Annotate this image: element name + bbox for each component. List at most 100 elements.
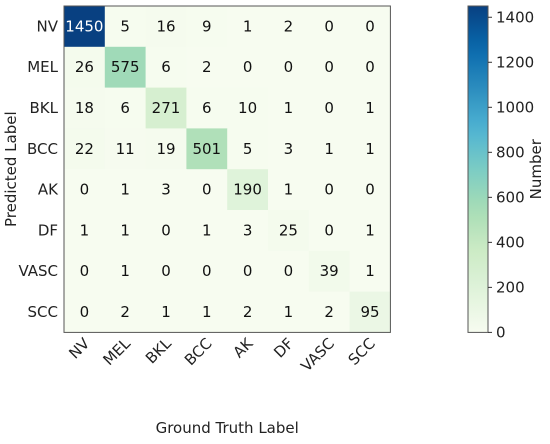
heatmap-cell	[268, 210, 310, 252]
heatmap-cell	[349, 169, 391, 211]
x-axis-title: Ground Truth Label	[156, 419, 299, 437]
heatmap-cell	[308, 46, 351, 89]
heatmap-cell	[349, 250, 391, 293]
heatmap-cell	[145, 250, 187, 293]
cell-value-label: 22	[75, 140, 94, 158]
heatmap-cell	[104, 6, 147, 48]
heatmap-cell	[64, 128, 106, 170]
cell-value-label: 190	[233, 181, 262, 199]
cell-value-label: 1	[284, 99, 294, 117]
cell-value-label: 1	[202, 303, 212, 321]
cell-value-label: 1	[161, 303, 171, 321]
cell-value-label: 0	[365, 17, 375, 35]
heatmap-cell	[308, 169, 351, 211]
heatmap-cell	[104, 291, 147, 333]
cell-value-label: 16	[156, 17, 175, 35]
x-tick-label: SCC	[345, 335, 379, 369]
heatmap-cell	[227, 291, 269, 333]
cell-value-label: 0	[202, 181, 212, 199]
heatmap-cell	[186, 46, 228, 89]
heatmap-cell	[308, 250, 351, 293]
y-tick-label: SCC	[28, 303, 58, 321]
cell-value-label: 95	[360, 303, 379, 321]
heatmap-cell	[268, 46, 310, 89]
heatmap-cell	[268, 291, 310, 333]
heatmap-cell	[268, 250, 310, 293]
heatmap-cell	[349, 291, 391, 333]
cell-value-label: 26	[75, 58, 94, 76]
cell-value-label: 9	[202, 17, 212, 35]
heatmap-cell	[186, 6, 228, 48]
cell-value-label: 0	[365, 58, 375, 76]
cell-value-label: 2	[284, 17, 294, 35]
y-tick-label: DF	[38, 221, 58, 239]
heatmap-cell	[349, 6, 391, 48]
heatmap-cell	[64, 250, 106, 293]
heatmap-cell	[104, 169, 147, 211]
cell-value-label: 3	[161, 181, 171, 199]
cell-value-label: 1	[120, 262, 130, 280]
cell-value-label: 2	[243, 303, 253, 321]
cell-value-label: 0	[80, 262, 90, 280]
cell-value-label: 1	[365, 99, 375, 117]
cell-value-label: 10	[238, 99, 257, 117]
cell-value-label: 6	[161, 58, 171, 76]
cell-value-label: 0	[80, 303, 90, 321]
heatmap-cell	[308, 128, 351, 170]
cell-value-label: 271	[152, 99, 181, 117]
heatmap-cell	[186, 291, 228, 333]
y-tick-label: AK	[38, 181, 59, 199]
cell-value-label: 39	[320, 262, 339, 280]
cell-value-label: 3	[243, 221, 253, 239]
heatmap-cell	[145, 46, 187, 89]
heatmap-cell	[104, 128, 147, 170]
x-tick-label: BKL	[142, 334, 175, 367]
heatmap-value-labels: 1450 5 16 9 1 2 0 026 575 6 2 0 0 0 018 6 271 6 10 1 0 122 11 1…	[65, 17, 379, 321]
y-tick-label: MEL	[27, 58, 58, 76]
y-tick-labels: NV MEL BKL BCC AK DF VASC SCC	[18, 17, 59, 321]
colorbar-title: Number	[527, 138, 545, 199]
x-tick-label: DF	[270, 335, 297, 362]
heatmap-cell	[349, 46, 391, 89]
cell-value-label: 11	[116, 140, 135, 158]
heatmap-cell	[64, 6, 106, 48]
heatmap-cell	[64, 46, 106, 89]
cell-value-label: 501	[192, 140, 221, 158]
x-tick-label: VASC	[297, 335, 338, 376]
cell-value-label: 0	[284, 262, 294, 280]
heatmap-cell	[308, 87, 351, 129]
cell-value-label: 0	[324, 99, 334, 117]
heatmap-cell	[349, 128, 391, 170]
colorbar-tick-label: 1400	[496, 8, 534, 26]
x-tick-label: NV	[65, 334, 93, 362]
heatmap-cell	[268, 87, 310, 129]
cell-value-label: 5	[243, 140, 253, 158]
cell-value-label: 0	[161, 221, 171, 239]
heatmap-cell	[145, 169, 187, 211]
cell-value-label: 1	[324, 140, 334, 158]
heatmap-cell	[349, 210, 391, 252]
heatmap-cell	[268, 6, 310, 48]
heatmap-cell	[64, 87, 106, 129]
heatmap-cell	[104, 87, 147, 129]
cell-value-label: 0	[80, 181, 90, 199]
heatmap-cell	[186, 87, 228, 129]
y-tick-label: VASC	[18, 262, 58, 280]
cell-value-label: 2	[120, 303, 130, 321]
cell-value-label: 1	[365, 140, 375, 158]
heatmap-cell	[64, 210, 106, 252]
cell-value-label: 1	[284, 303, 294, 321]
x-tick-label: MEL	[100, 334, 135, 369]
colorbar-tick-labels: 0 200 400 600 800 1000 1200 1400	[488, 8, 534, 341]
heatmap-cell	[104, 210, 147, 252]
cell-value-label: 0	[324, 181, 334, 199]
cell-value-label: 1	[120, 181, 130, 199]
heatmap-cell	[308, 210, 351, 252]
cell-value-label: 0	[243, 58, 253, 76]
cell-value-label: 0	[365, 181, 375, 199]
cell-value-label: 5	[120, 17, 130, 35]
heatmap-cell	[186, 128, 228, 170]
cell-value-label: 0	[202, 262, 212, 280]
cell-value-label: 0	[284, 58, 294, 76]
colorbar-tick-label: 800	[496, 143, 525, 161]
